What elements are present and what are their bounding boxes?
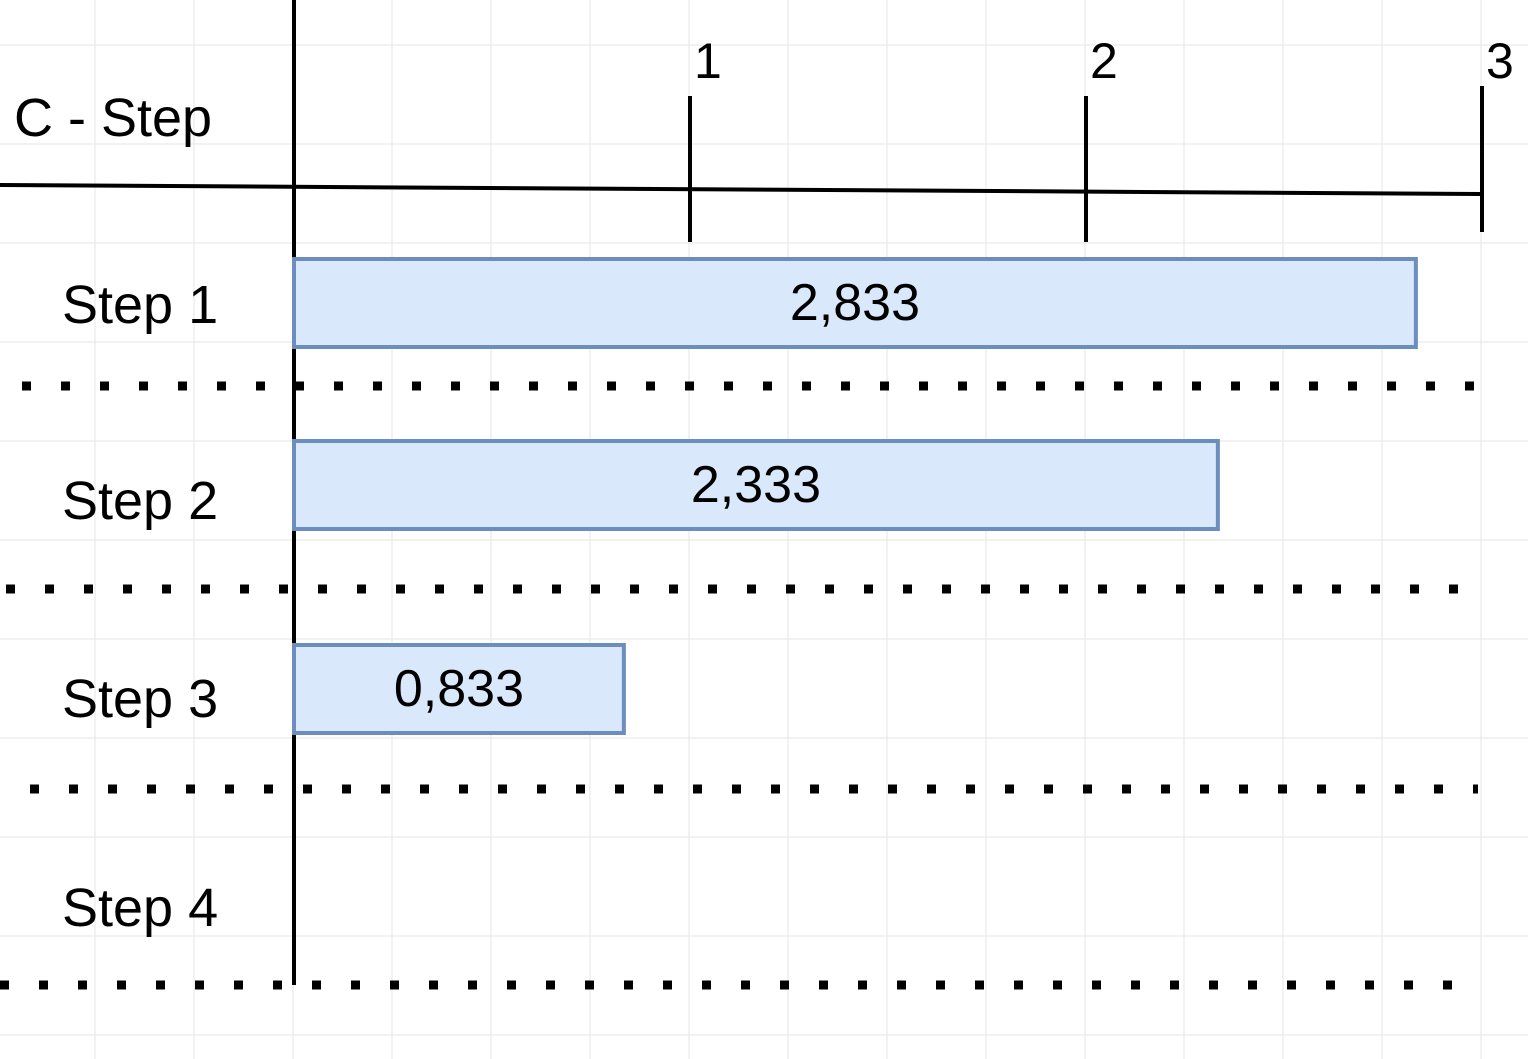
rows: Step 1 2,833 Step 2 2,333 Step 3 0,833 Step 4	[62, 257, 1418, 938]
bar-value-label: 2,833	[790, 274, 920, 332]
x-tick-label: 3	[1486, 33, 1514, 89]
category-label: Step 3	[62, 669, 218, 729]
bar	[292, 257, 1418, 349]
category-label: Step 2	[62, 471, 218, 531]
bar	[292, 643, 626, 735]
row-separators	[0, 381, 1478, 990]
bar-value-label: 0,833	[394, 660, 524, 718]
bar-value-label: 2,333	[691, 456, 821, 514]
bar	[292, 439, 1220, 531]
category-label: Step 4	[62, 878, 218, 938]
x-tick-label: 1	[694, 33, 722, 89]
x-axis-line	[0, 183, 1481, 196]
corner-label: C - Step	[14, 88, 212, 148]
x-tick-label: 2	[1090, 33, 1118, 89]
x-axis-ticks: 1 2 3	[688, 33, 1514, 242]
category-label: Step 1	[62, 275, 218, 335]
